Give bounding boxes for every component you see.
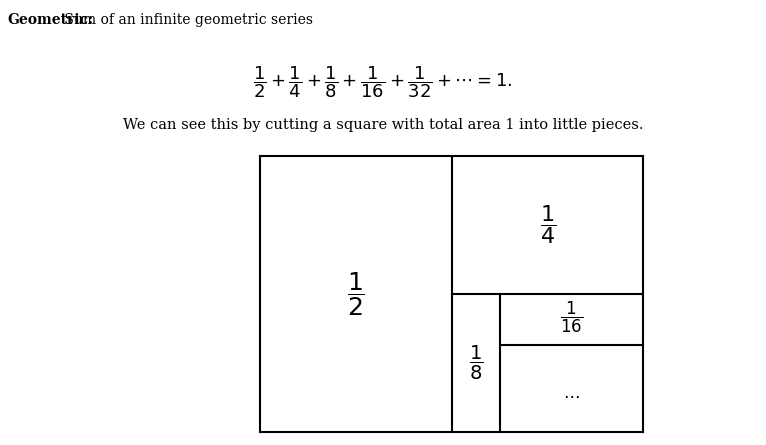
Text: We can see this by cutting a square with total area 1 into little pieces.: We can see this by cutting a square with… xyxy=(123,118,643,132)
Text: Geometric:: Geometric: xyxy=(8,13,93,27)
Text: $\cdots$: $\cdots$ xyxy=(563,387,580,405)
Text: $\dfrac{1}{2} + \dfrac{1}{4} + \dfrac{1}{8} + \dfrac{1}{16} + \dfrac{1}{32} + \c: $\dfrac{1}{2} + \dfrac{1}{4} + \dfrac{1}… xyxy=(254,65,512,100)
Text: $\dfrac{1}{2}$: $\dfrac{1}{2}$ xyxy=(347,270,365,318)
Text: Sum of an infinite geometric series: Sum of an infinite geometric series xyxy=(60,13,313,27)
Text: $\dfrac{1}{4}$: $\dfrac{1}{4}$ xyxy=(539,203,556,246)
Text: $\dfrac{1}{8}$: $\dfrac{1}{8}$ xyxy=(469,344,483,382)
Text: $\dfrac{1}{16}$: $\dfrac{1}{16}$ xyxy=(560,299,583,335)
